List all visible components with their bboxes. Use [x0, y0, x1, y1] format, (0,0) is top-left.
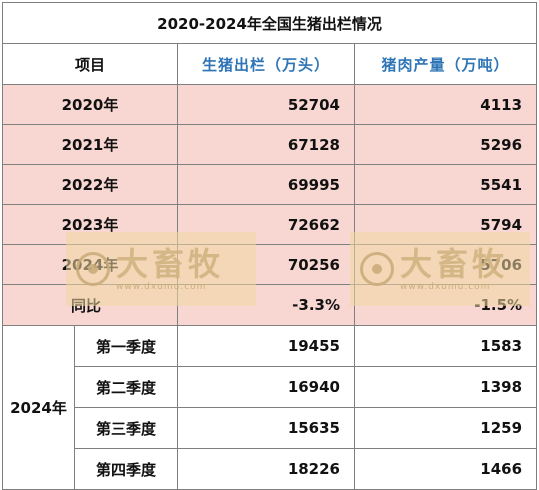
header-pork: 猪肉产量（万吨）	[353, 43, 538, 85]
table-row: 第二季度 16940 1398	[3, 366, 538, 408]
pork-value: 1466	[353, 448, 538, 490]
header-row: 项目 生猪出栏（万头） 猪肉产量（万吨）	[2, 43, 538, 85]
pork-value: 1583	[353, 325, 538, 367]
quarter-label: 第四季度	[74, 448, 178, 490]
hogs-value: 67128	[177, 124, 355, 165]
table-row: 2024年 第一季度 19455 1583	[2, 325, 538, 490]
hogs-yoy: -3.3%	[177, 284, 355, 326]
quarter-label: 第二季度	[74, 366, 178, 408]
hogs-value: 72662	[177, 204, 355, 245]
hogs-value: 70256	[177, 244, 355, 285]
year-label: 2022年	[2, 164, 178, 205]
table-row: 2021年 67128 5296	[2, 124, 538, 165]
table-row: 2022年 69995 5541	[2, 164, 538, 205]
hogs-value: 16940	[177, 366, 355, 408]
hogs-value: 15635	[177, 407, 355, 449]
pork-value: 5296	[353, 124, 538, 165]
quarter-label: 第一季度	[74, 325, 178, 367]
header-hogs: 生猪出栏（万头）	[177, 43, 355, 85]
table-row: 2023年 72662 5794	[2, 204, 538, 245]
quarter-label: 第三季度	[74, 407, 178, 449]
yoy-row: 同比 -3.3% -1.5%	[2, 284, 538, 326]
pork-yoy: -1.5%	[353, 284, 538, 326]
pork-value: 5706	[353, 244, 538, 285]
pork-value: 1259	[353, 407, 538, 449]
table-row: 第三季度 15635 1259	[3, 407, 538, 449]
table-row: 第四季度 18226 1466	[3, 448, 538, 490]
yoy-label: 同比	[2, 284, 178, 326]
year-label: 2021年	[2, 124, 178, 165]
year-label: 2024年	[2, 244, 178, 285]
table-row: 2020年 52704 4113	[2, 84, 538, 125]
pork-value: 4113	[353, 84, 538, 125]
hogs-value: 52704	[177, 84, 355, 125]
pork-value: 1398	[353, 366, 538, 408]
year-label: 2023年	[2, 204, 178, 245]
hogs-value: 18226	[177, 448, 355, 490]
table-title: 2020-2024年全国生猪出栏情况	[1, 2, 538, 44]
hogs-value: 69995	[177, 164, 355, 205]
hogs-value: 19455	[177, 325, 355, 367]
table-row: 2024年 70256 5706	[2, 244, 538, 285]
quarter-year-label: 2024年	[2, 325, 75, 490]
year-label: 2020年	[2, 84, 178, 125]
pork-value: 5794	[353, 204, 538, 245]
header-item: 项目	[2, 43, 178, 85]
pork-value: 5541	[353, 164, 538, 205]
